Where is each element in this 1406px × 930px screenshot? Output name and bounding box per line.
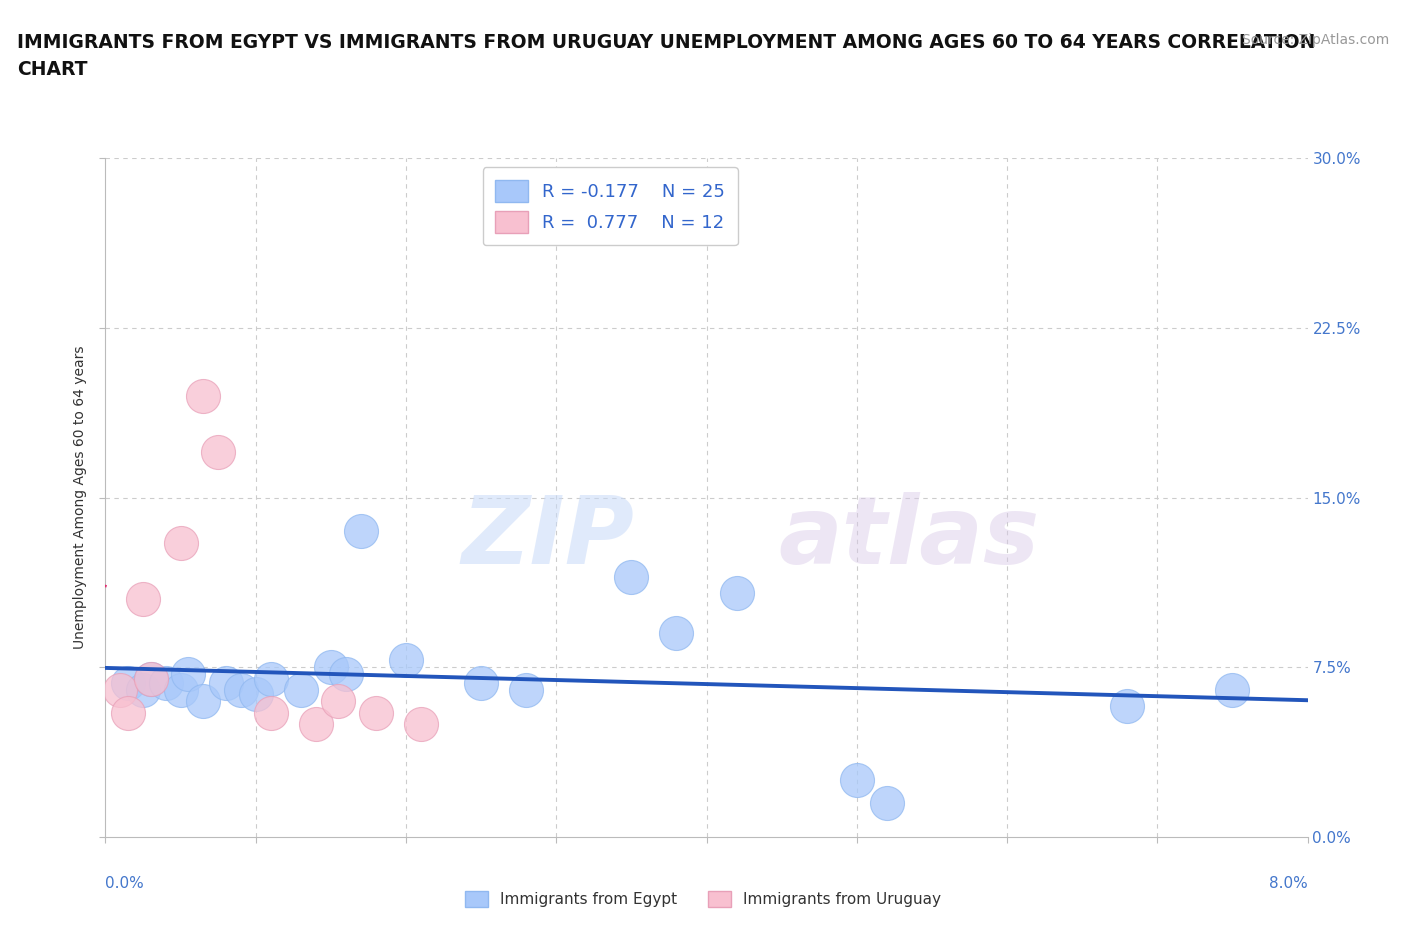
- Point: [229, 683, 252, 698]
- Point: [214, 676, 236, 691]
- Point: [409, 716, 432, 731]
- Point: [155, 676, 177, 691]
- Point: [132, 592, 155, 607]
- Point: [169, 536, 191, 551]
- Point: [350, 525, 373, 539]
- Point: [876, 796, 898, 811]
- Point: [260, 671, 283, 686]
- Point: [305, 716, 328, 731]
- Point: [620, 569, 643, 584]
- Point: [191, 389, 214, 404]
- Text: CHART: CHART: [17, 60, 87, 79]
- Point: [139, 671, 162, 686]
- Legend: Immigrants from Egypt, Immigrants from Uruguay: Immigrants from Egypt, Immigrants from U…: [458, 884, 948, 913]
- Point: [335, 667, 357, 682]
- Y-axis label: Unemployment Among Ages 60 to 64 years: Unemployment Among Ages 60 to 64 years: [73, 346, 87, 649]
- Point: [117, 705, 139, 720]
- Text: ZIP: ZIP: [461, 492, 634, 584]
- Point: [132, 683, 155, 698]
- Point: [319, 660, 342, 675]
- Point: [515, 683, 537, 698]
- Point: [139, 671, 162, 686]
- Point: [470, 676, 492, 691]
- Point: [328, 694, 350, 709]
- Text: 0.0%: 0.0%: [105, 876, 145, 891]
- Point: [260, 705, 283, 720]
- Text: 8.0%: 8.0%: [1268, 876, 1308, 891]
- Text: atlas: atlas: [779, 492, 1040, 584]
- Point: [191, 694, 214, 709]
- Point: [395, 653, 418, 668]
- Point: [665, 626, 688, 641]
- Point: [1222, 683, 1244, 698]
- Point: [207, 445, 229, 459]
- Point: [110, 683, 132, 698]
- Point: [177, 667, 200, 682]
- Point: [1116, 698, 1139, 713]
- Point: [290, 683, 312, 698]
- Point: [364, 705, 387, 720]
- Point: [725, 585, 748, 600]
- Text: IMMIGRANTS FROM EGYPT VS IMMIGRANTS FROM URUGUAY UNEMPLOYMENT AMONG AGES 60 TO 6: IMMIGRANTS FROM EGYPT VS IMMIGRANTS FROM…: [17, 33, 1315, 51]
- Point: [245, 687, 267, 702]
- Point: [169, 683, 191, 698]
- Legend: R = -0.177    N = 25, R =  0.777    N = 12: R = -0.177 N = 25, R = 0.777 N = 12: [482, 167, 738, 246]
- Text: Source: ZipAtlas.com: Source: ZipAtlas.com: [1241, 33, 1389, 46]
- Point: [117, 676, 139, 691]
- Point: [845, 773, 868, 788]
